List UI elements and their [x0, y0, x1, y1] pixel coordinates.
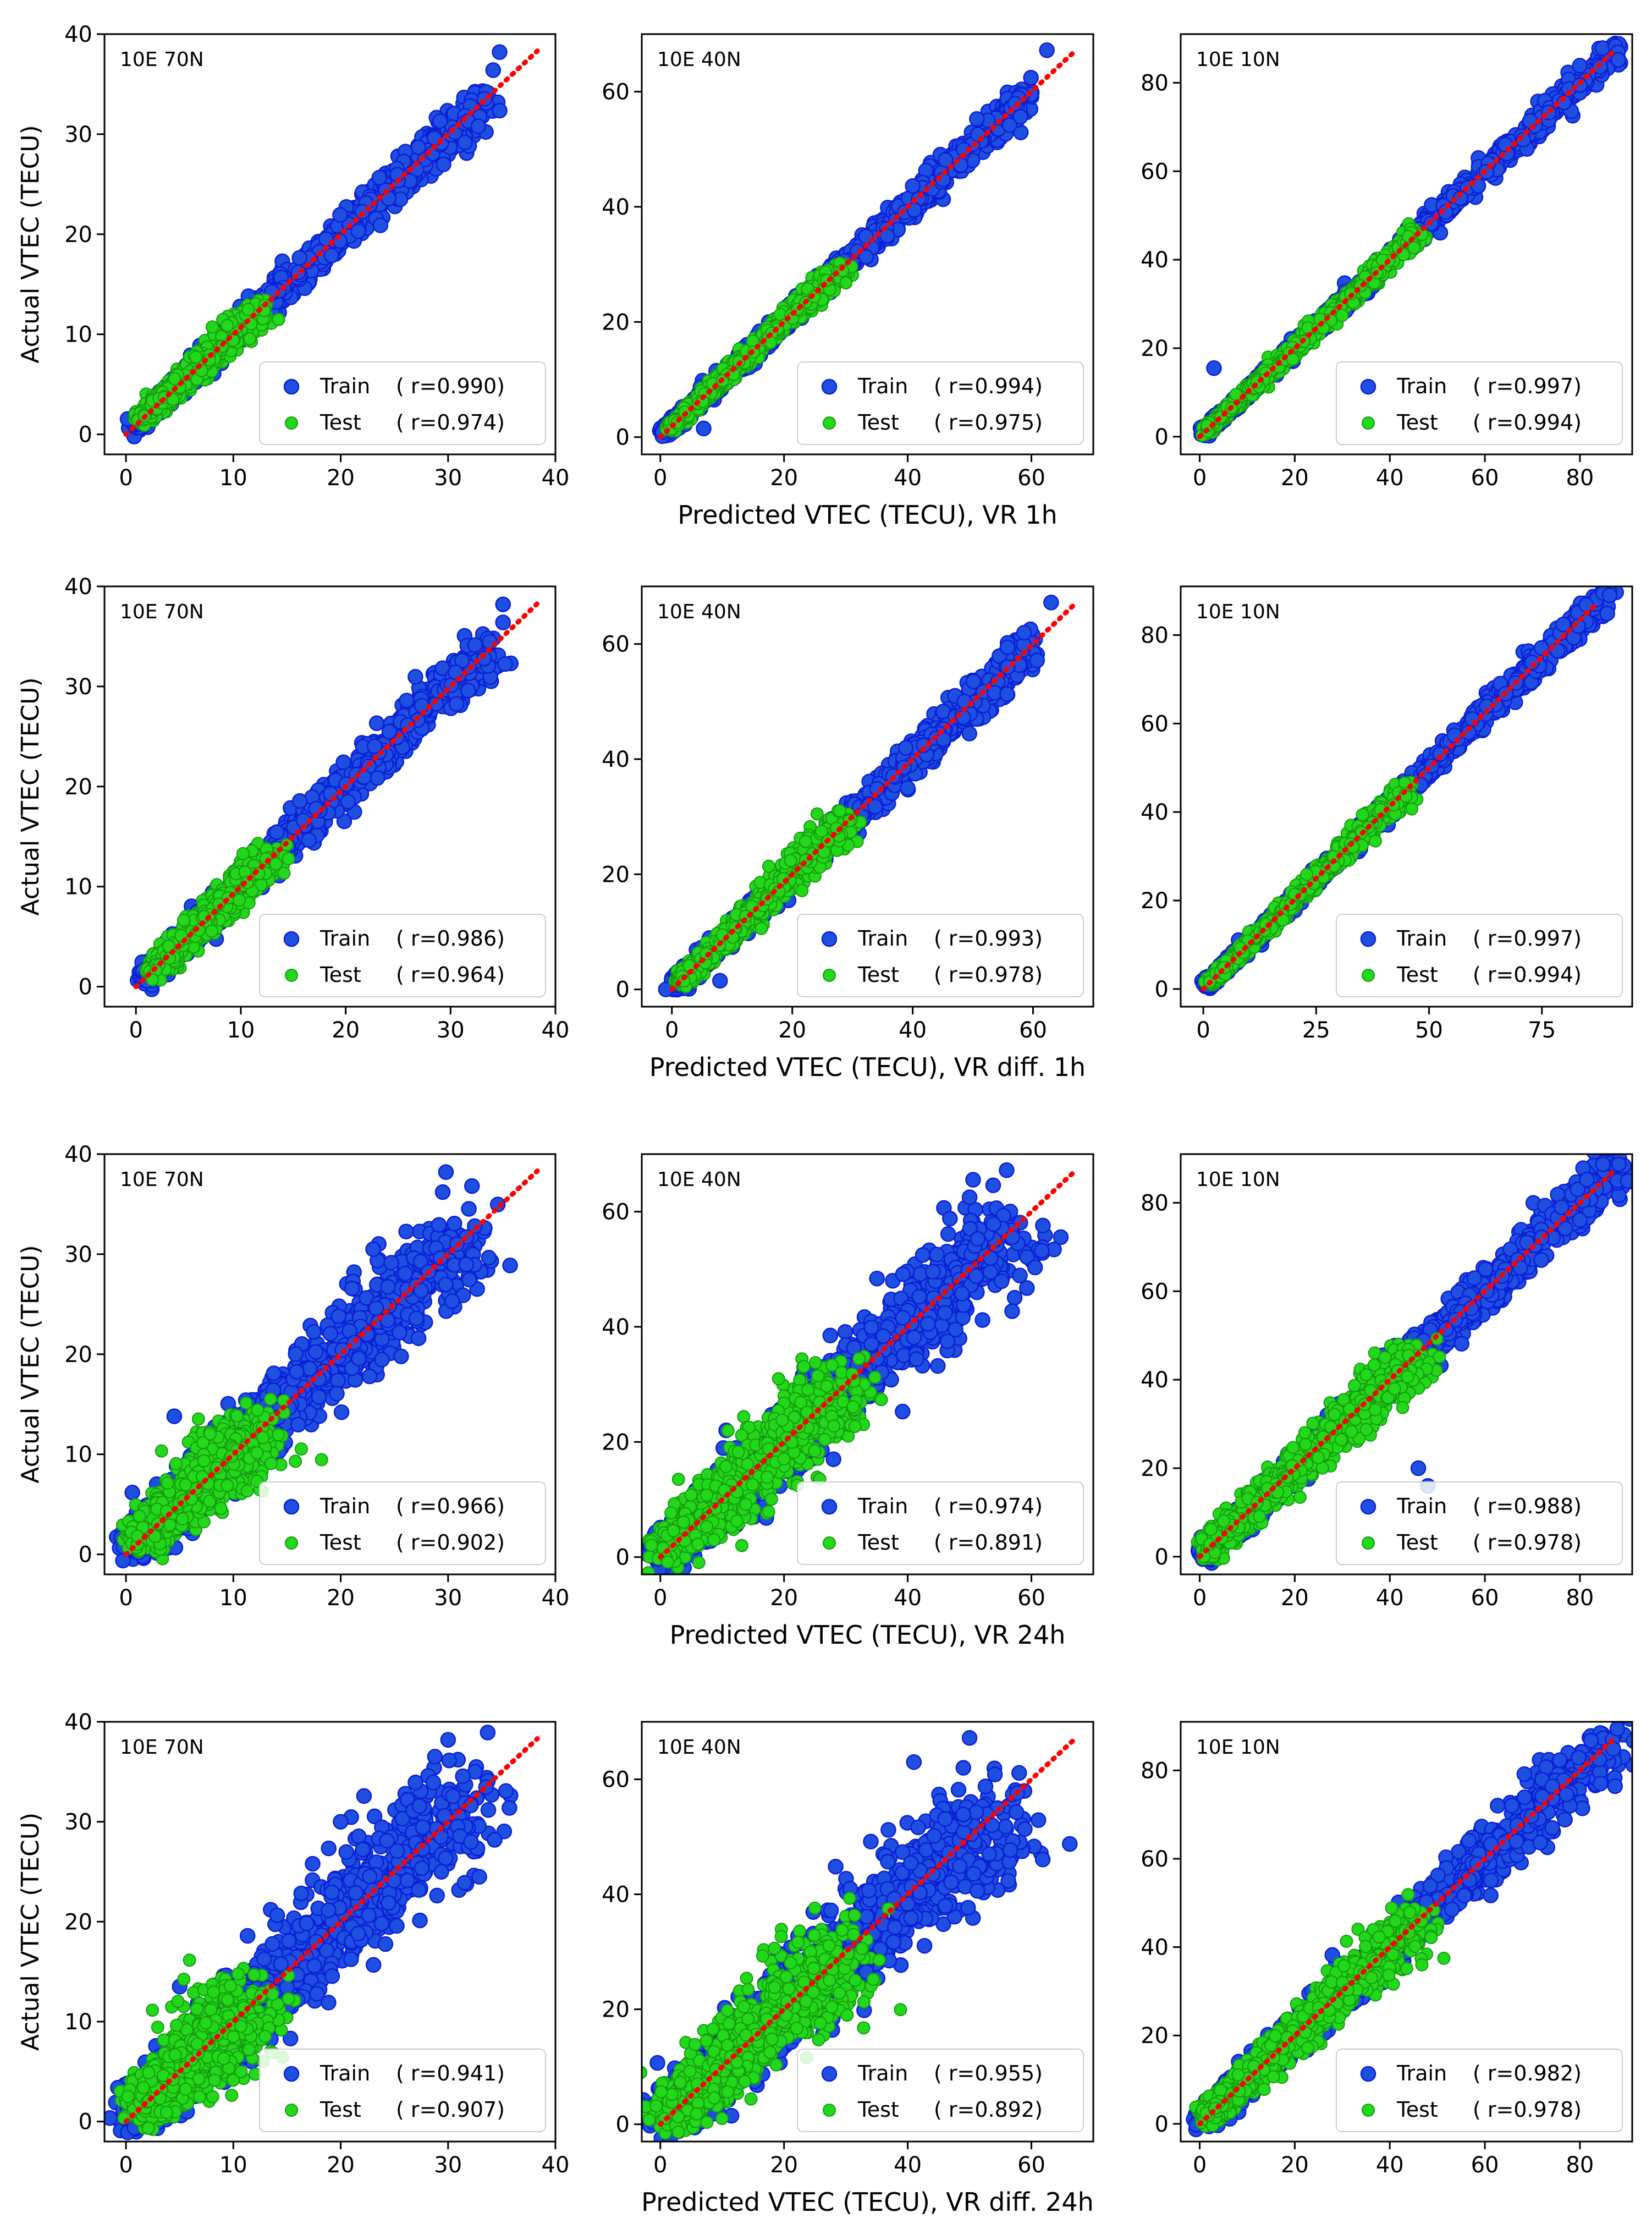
y-axis-label: Actual VTEC (TECU): [16, 125, 45, 363]
x-tick-label: 0: [653, 465, 667, 491]
y-tick-label: 20: [602, 310, 630, 335]
y-tick-label: 40: [602, 195, 630, 220]
train-point: [492, 102, 508, 119]
plot-area: [652, 42, 1078, 444]
train-point: [436, 156, 451, 173]
x-tick-label: 40: [542, 465, 570, 491]
x-tick-label: 30: [434, 465, 462, 491]
legend-test-r: ( r=0.975): [934, 410, 1043, 435]
test-point: [221, 319, 234, 332]
train-outlier-point: [492, 44, 508, 60]
train-point: [372, 217, 389, 233]
train-outlier-point: [1039, 42, 1055, 58]
location-label: 10E 40N: [657, 48, 741, 71]
y-tick-label: 10: [64, 322, 92, 348]
legend-box: [259, 361, 546, 445]
train-point: [371, 169, 388, 186]
axes-frame: [103, 33, 557, 455]
x-tick-label: 0: [119, 465, 133, 491]
x-tick-label: 10: [219, 465, 247, 491]
legend-test-marker: [285, 416, 298, 430]
y-tick-label: 40: [64, 22, 92, 47]
x-tick-label: 60: [1017, 465, 1045, 491]
legend-test-label: Test: [857, 410, 899, 435]
train-outlier-point: [485, 62, 502, 78]
legend-train-label: Train: [320, 374, 370, 398]
x-tick-label: 20: [327, 465, 355, 491]
train-point: [1023, 70, 1039, 86]
x-axis-label: Predicted VTEC (TECU), VR 1h: [678, 500, 1058, 530]
y-tick-label: 60: [602, 80, 630, 105]
test-point: [763, 336, 777, 349]
plot-area: [119, 44, 540, 444]
legend-test-label: Test: [320, 410, 361, 435]
train-point: [470, 118, 487, 134]
y-tick-label: 0: [79, 422, 92, 448]
legend-train-r: ( r=0.994): [934, 374, 1043, 398]
x-tick-label: 40: [894, 465, 922, 491]
train-point: [410, 139, 426, 155]
train-point: [969, 111, 985, 127]
train-point: [432, 113, 448, 129]
legend-test-marker: [823, 416, 836, 430]
legend-train-marker: [283, 378, 300, 395]
train-point: [350, 223, 366, 239]
location-label: 10E 70N: [120, 48, 204, 71]
test-point: [206, 320, 219, 334]
legend-train-r: ( r=0.990): [396, 374, 505, 398]
y-tick-label: 0: [616, 425, 630, 451]
test-point: [272, 312, 285, 326]
legend-train-label: Train: [857, 374, 908, 398]
legend-train-marker: [821, 378, 838, 395]
test-point: [189, 350, 203, 364]
train-outlier-point: [696, 420, 712, 437]
train-point: [1001, 117, 1018, 133]
test-point: [839, 276, 853, 290]
test-point: [243, 332, 257, 345]
y-tick-label: 30: [64, 122, 92, 147]
test-point: [241, 303, 255, 316]
identity-line: [123, 48, 540, 437]
train-point: [905, 178, 921, 194]
train-point: [323, 248, 340, 263]
test-point: [168, 372, 181, 386]
legend-test-r: ( r=0.974): [396, 410, 505, 435]
train-point: [332, 207, 348, 223]
y-tick-label: 20: [64, 222, 92, 248]
train-point: [291, 250, 307, 266]
subplot-0-1: 0 20 40 60 0 20 40 60 10E 40N Train ( r=0.994) Test…: [602, 33, 1094, 530]
train-point: [457, 134, 473, 150]
x-tick-label: 20: [770, 465, 798, 491]
subplot-0-0: 0 10 20 30 40 0 10 20 30 40 10E 70N Train ( r=0.990)…: [16, 22, 569, 491]
